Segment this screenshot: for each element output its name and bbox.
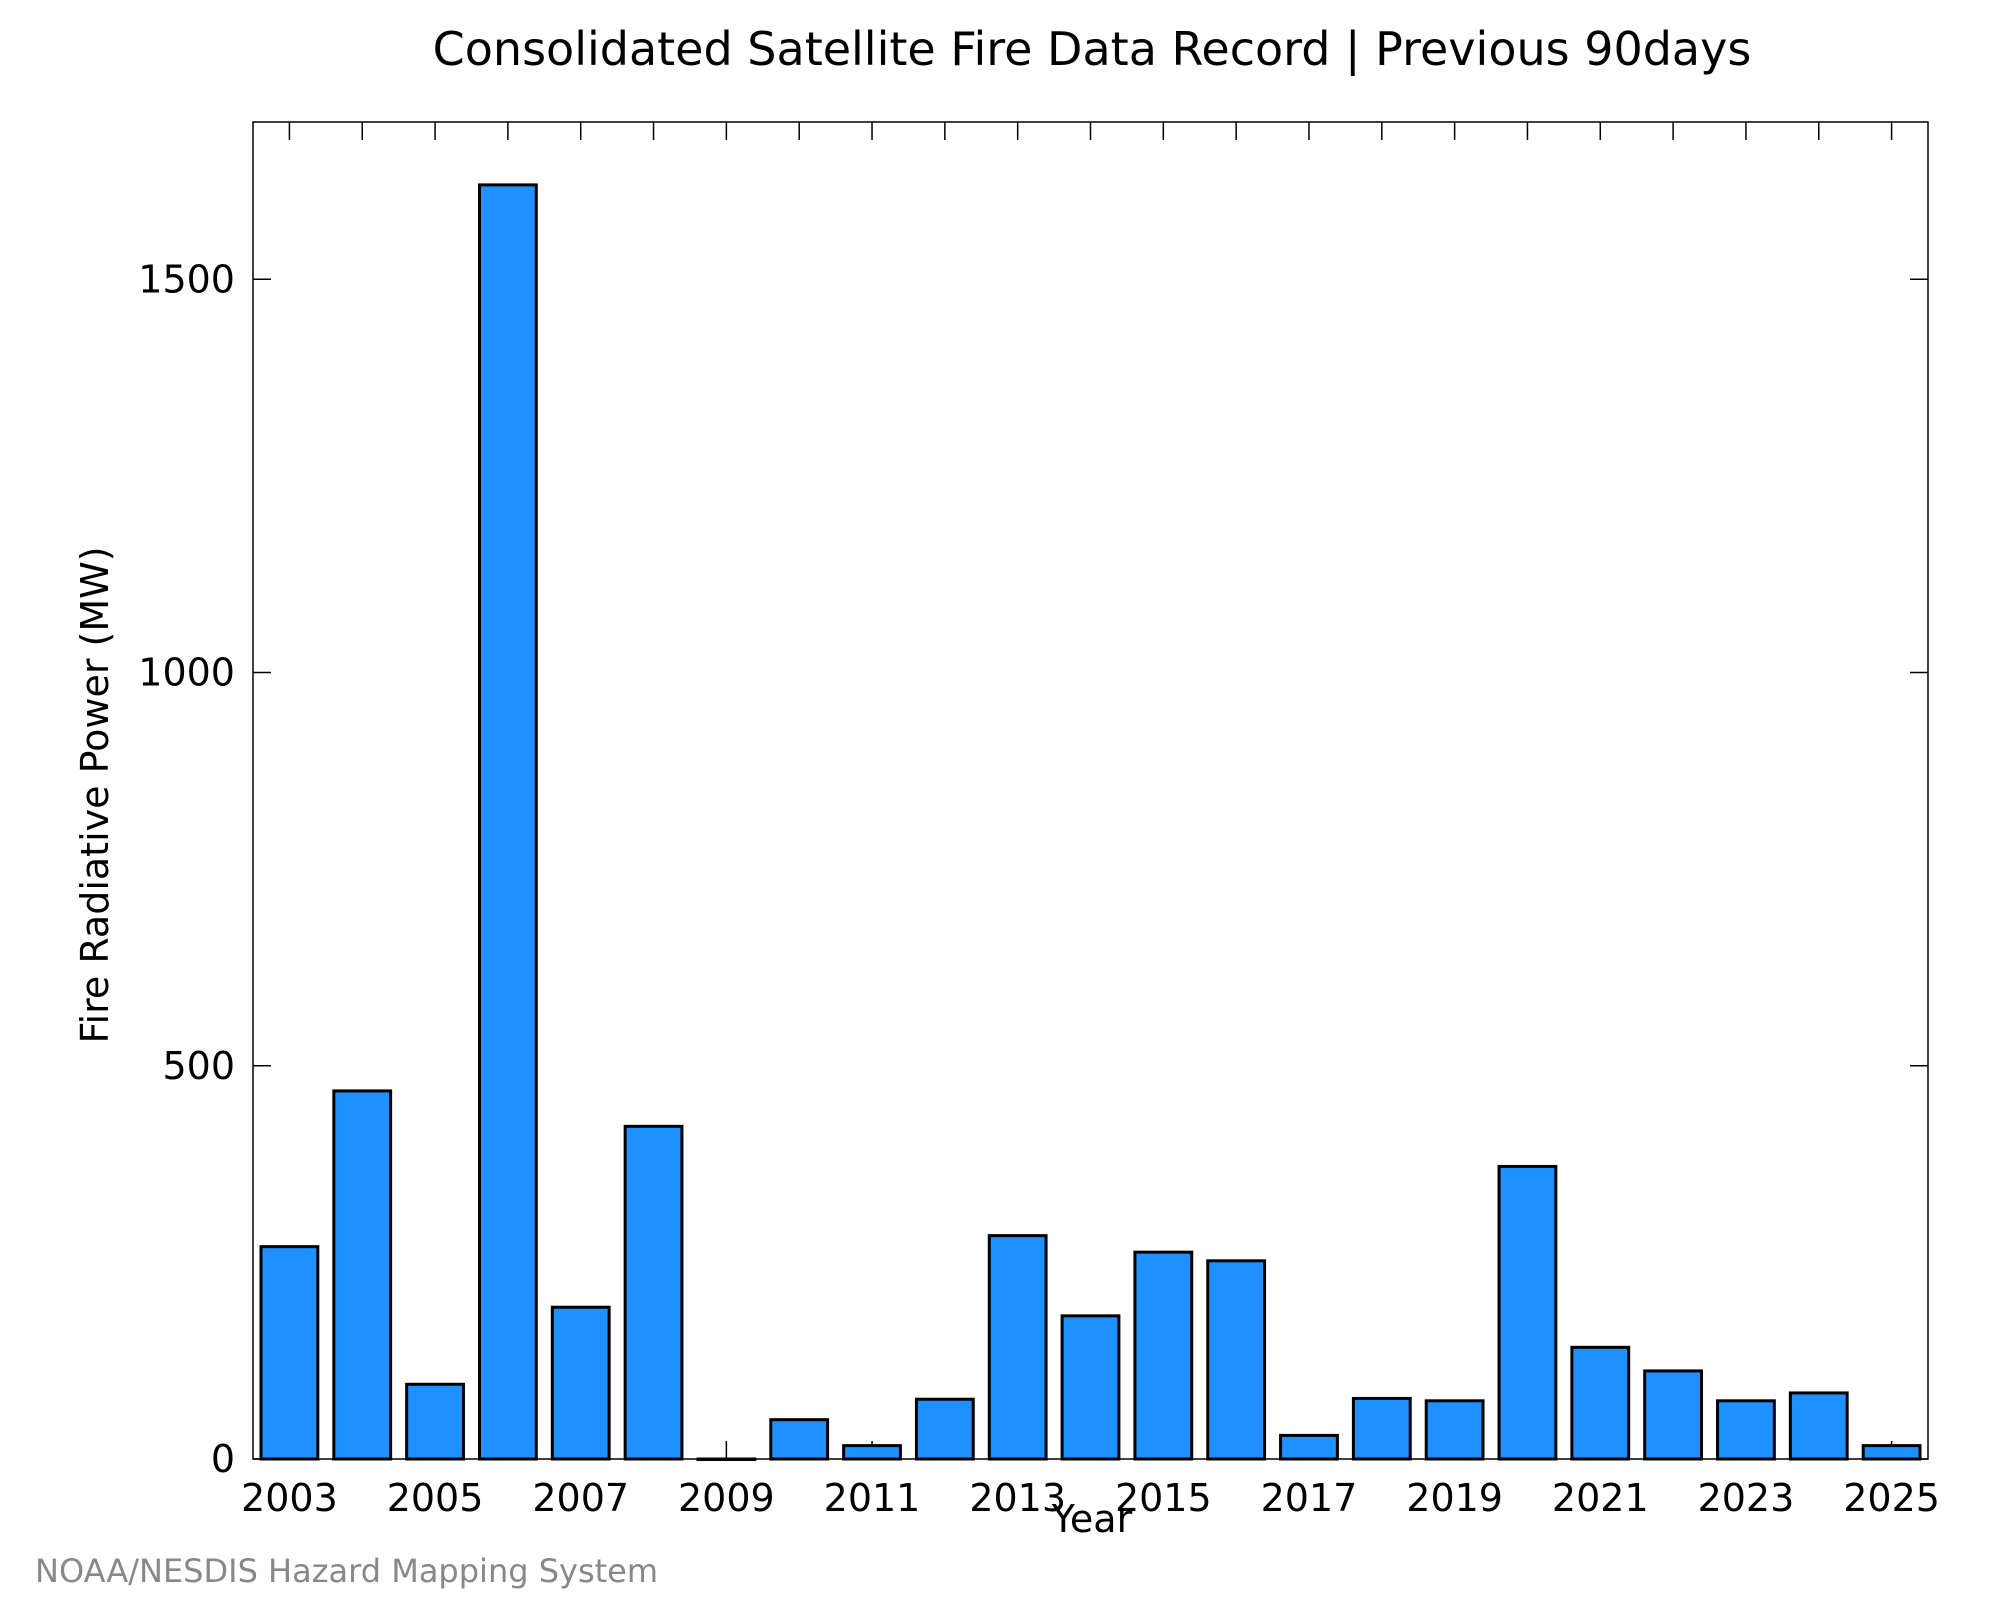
x-tick-label: 2019 <box>1406 1476 1503 1520</box>
x-tick-label: 2015 <box>1115 1476 1212 1520</box>
x-axis-label: Year <box>1051 1497 1133 1541</box>
bar-2023 <box>1716 1399 1776 1461</box>
bar-2009 <box>696 1457 757 1461</box>
x-tick-label: 2007 <box>532 1476 629 1520</box>
bar-2022 <box>1643 1369 1704 1461</box>
bar-2008 <box>623 1124 684 1461</box>
bar-2007 <box>550 1305 611 1461</box>
bar-2004 <box>332 1089 393 1461</box>
bar-2005 <box>405 1382 465 1461</box>
bar-2019 <box>1424 1399 1485 1461</box>
bar-2018 <box>1351 1396 1412 1461</box>
x-tick-label: 2011 <box>824 1476 921 1520</box>
bar-2015 <box>1133 1250 1194 1461</box>
y-tick-label: 1500 <box>138 257 235 301</box>
y-tick-label: 1000 <box>138 651 235 695</box>
bar-2016 <box>1206 1259 1267 1461</box>
bar-series <box>259 183 1922 1461</box>
bar-2024 <box>1788 1391 1849 1461</box>
x-tick-label: 2025 <box>1843 1476 1940 1520</box>
y-axis-ticks: 0 500 1000 1500 <box>138 257 1928 1481</box>
bar-2021 <box>1570 1345 1631 1461</box>
x-tick-label: 2013 <box>969 1476 1066 1520</box>
bar-2017 <box>1279 1433 1339 1461</box>
y-axis-label: Fire Radiative Power (MW) <box>73 546 117 1043</box>
chart-title: Consolidated Satellite Fire Data Record … <box>433 22 1752 77</box>
bar-2006 <box>477 183 538 1461</box>
bar-2014 <box>1060 1314 1121 1461</box>
credit-text: NOAA/NESDIS Hazard Mapping System <box>35 1552 658 1590</box>
x-tick-label: 2023 <box>1698 1476 1795 1520</box>
y-tick-label: 0 <box>211 1437 235 1481</box>
x-tick-label: 2009 <box>678 1476 775 1520</box>
bar-2011 <box>842 1444 902 1461</box>
x-tick-label: 2005 <box>387 1476 484 1520</box>
bar-2013 <box>987 1234 1048 1461</box>
x-tick-label: 2021 <box>1552 1476 1649 1520</box>
y-tick-label: 500 <box>162 1044 235 1088</box>
x-tick-label: 2017 <box>1261 1476 1358 1520</box>
bar-2003 <box>259 1245 320 1461</box>
bar-2025 <box>1861 1444 1922 1461</box>
bar-2020 <box>1497 1164 1558 1461</box>
bar-2012 <box>914 1397 975 1461</box>
bar-2010 <box>769 1418 830 1461</box>
x-tick-label: 2003 <box>241 1476 338 1520</box>
x-axis-ticks: 2003 2005 2007 2009 2011 2013 2015 2017 2019 2021… <box>241 122 1940 1520</box>
